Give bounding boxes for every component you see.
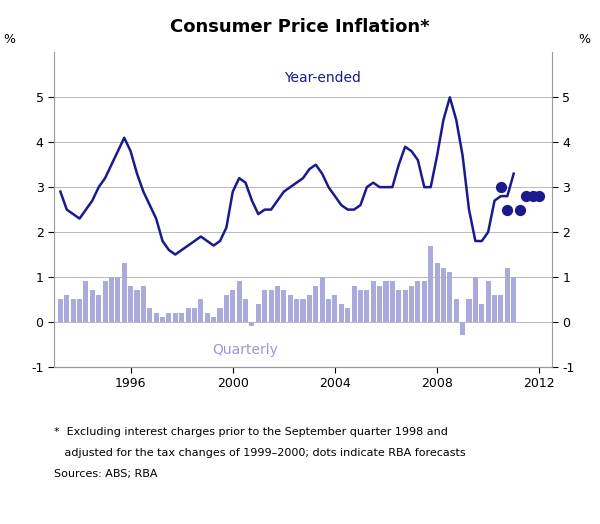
- Bar: [377, 286, 382, 322]
- Bar: [473, 277, 478, 322]
- Bar: [332, 295, 337, 322]
- Bar: [371, 281, 376, 322]
- Text: *  Excluding interest charges prior to the September quarter 1998 and: * Excluding interest charges prior to th…: [54, 427, 448, 437]
- Bar: [422, 281, 427, 322]
- Bar: [141, 286, 146, 322]
- Bar: [160, 318, 165, 322]
- Bar: [147, 309, 152, 322]
- Bar: [134, 290, 140, 322]
- Bar: [103, 281, 107, 322]
- Bar: [434, 264, 440, 322]
- Bar: [179, 313, 184, 322]
- Text: %: %: [3, 33, 15, 46]
- Bar: [224, 295, 229, 322]
- Text: Consumer Price Inflation*: Consumer Price Inflation*: [170, 18, 430, 36]
- Bar: [415, 281, 421, 322]
- Bar: [345, 309, 350, 322]
- Bar: [90, 290, 95, 322]
- Bar: [198, 299, 203, 322]
- Bar: [320, 277, 325, 322]
- Text: adjusted for the tax changes of 1999–2000; dots indicate RBA forecasts: adjusted for the tax changes of 1999–200…: [54, 448, 466, 458]
- Bar: [205, 313, 210, 322]
- Point: [496, 183, 506, 191]
- Bar: [96, 295, 101, 322]
- Bar: [250, 322, 254, 326]
- Bar: [128, 286, 133, 322]
- Bar: [466, 299, 472, 322]
- Bar: [77, 299, 82, 322]
- Bar: [83, 281, 88, 322]
- Bar: [269, 290, 274, 322]
- Point: [515, 205, 525, 214]
- Bar: [230, 290, 235, 322]
- Bar: [115, 277, 121, 322]
- Bar: [243, 299, 248, 322]
- Bar: [236, 281, 242, 322]
- Bar: [166, 313, 172, 322]
- Bar: [64, 295, 70, 322]
- Bar: [403, 290, 408, 322]
- Bar: [339, 304, 344, 322]
- Bar: [460, 322, 465, 335]
- Bar: [122, 264, 127, 322]
- Bar: [192, 309, 197, 322]
- Bar: [58, 299, 63, 322]
- Bar: [485, 281, 491, 322]
- Bar: [256, 304, 261, 322]
- Point: [503, 205, 512, 214]
- Bar: [281, 290, 286, 322]
- Bar: [301, 299, 305, 322]
- Bar: [396, 290, 401, 322]
- Bar: [154, 313, 159, 322]
- Bar: [409, 286, 414, 322]
- Bar: [217, 309, 223, 322]
- Bar: [71, 299, 76, 322]
- Bar: [313, 286, 319, 322]
- Point: [528, 192, 538, 200]
- Bar: [505, 268, 510, 322]
- Text: Quarterly: Quarterly: [212, 343, 278, 357]
- Bar: [492, 295, 497, 322]
- Bar: [211, 318, 216, 322]
- Bar: [352, 286, 356, 322]
- Bar: [499, 295, 503, 322]
- Bar: [262, 290, 267, 322]
- Bar: [326, 299, 331, 322]
- Bar: [479, 304, 484, 322]
- Text: Year-ended: Year-ended: [284, 71, 361, 84]
- Point: [535, 192, 544, 200]
- Bar: [109, 277, 114, 322]
- Bar: [390, 281, 395, 322]
- Point: [521, 192, 531, 200]
- Bar: [454, 299, 459, 322]
- Bar: [447, 272, 452, 322]
- Bar: [428, 246, 433, 322]
- Bar: [383, 281, 389, 322]
- Bar: [173, 313, 178, 322]
- Bar: [358, 290, 363, 322]
- Bar: [441, 268, 446, 322]
- Bar: [275, 286, 280, 322]
- Bar: [511, 277, 516, 322]
- Text: Sources: ABS; RBA: Sources: ABS; RBA: [54, 469, 157, 479]
- Bar: [307, 295, 312, 322]
- Bar: [185, 309, 191, 322]
- Bar: [364, 290, 370, 322]
- Bar: [287, 295, 293, 322]
- Text: %: %: [578, 33, 590, 46]
- Bar: [294, 299, 299, 322]
